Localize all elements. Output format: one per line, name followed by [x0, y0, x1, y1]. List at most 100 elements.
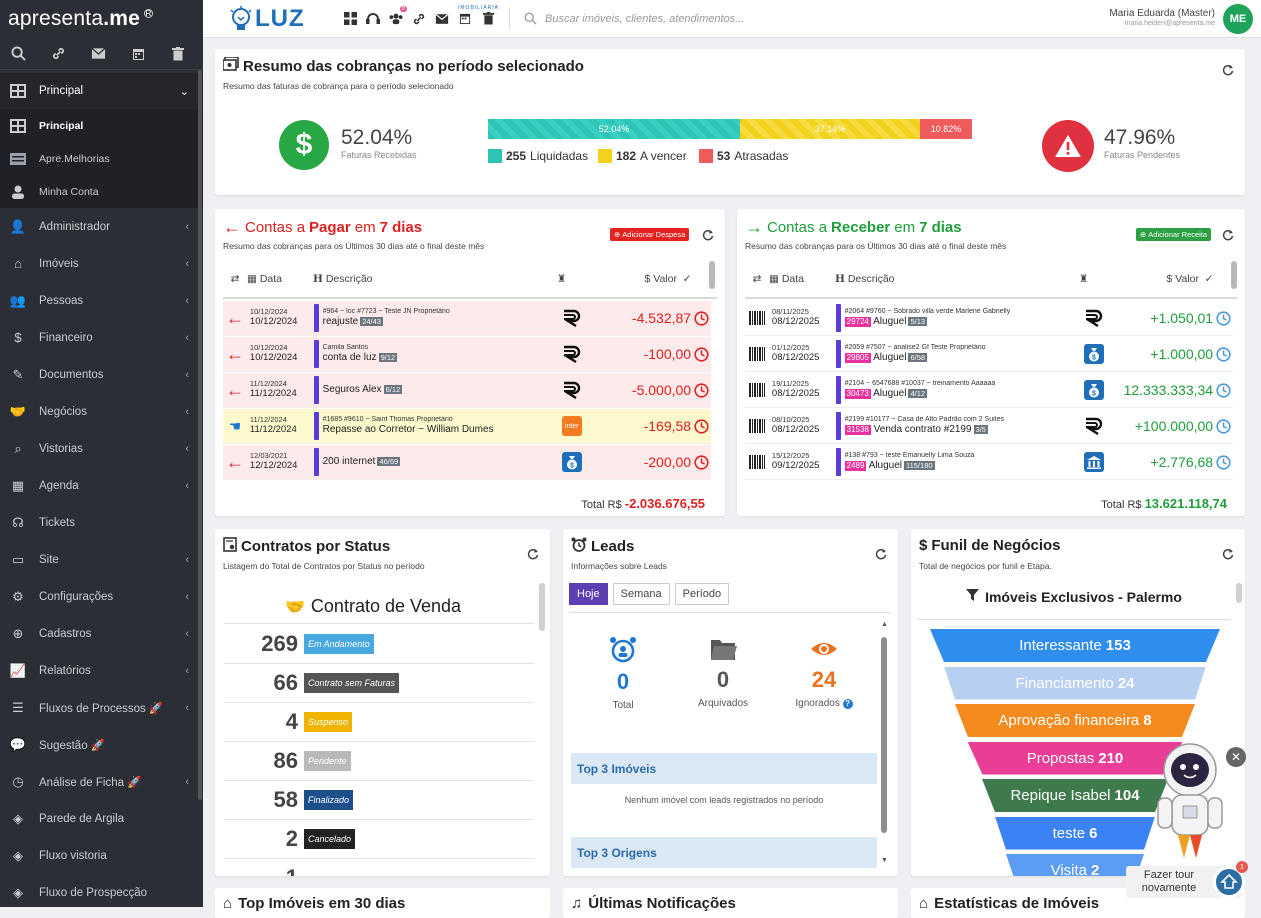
clock-icon[interactable] [1213, 418, 1233, 434]
search-icon[interactable] [8, 46, 28, 61]
apresenta-logo[interactable]: apresenta .me R [0, 0, 203, 38]
invoice-tag[interactable]: 31538 [844, 425, 871, 435]
invoice-tag[interactable]: 29724 [844, 317, 871, 327]
tab-hoje[interactable]: Hoje [569, 583, 608, 605]
sidebar-item-cadastros[interactable]: ⊕ Cadastros ‹ [0, 615, 203, 652]
contract-status-row[interactable]: 1 [224, 859, 534, 876]
grid-icon[interactable] [343, 12, 357, 25]
col-descricao[interactable]: H Descrição [835, 273, 895, 285]
invoice-tag[interactable]: 2489 [844, 461, 867, 471]
headset-icon[interactable] [366, 12, 380, 25]
contract-status-row[interactable]: 58 Finalizado [224, 781, 534, 820]
link-icon[interactable] [48, 46, 68, 61]
mail-icon[interactable] [88, 47, 108, 60]
sidebar-scrollbar[interactable] [198, 70, 202, 800]
funnel-stage[interactable]: Interessante 153 [930, 629, 1220, 662]
sidebar-item-financeiro[interactable]: $ Financeiro ‹ [0, 319, 203, 356]
funnel-stage[interactable]: Aprovação financeira 8 [955, 704, 1195, 737]
calendar-icon[interactable] [458, 12, 472, 25]
clock-icon[interactable] [691, 310, 711, 326]
sidebar-item-fluxo-de-prospec-o[interactable]: ◈ Fluxo de Prospecção [0, 874, 203, 907]
sidebar-item-vistorias[interactable]: ⌕ Vistorias ‹ [0, 430, 203, 467]
contract-status-row[interactable]: 4 Suspenso [224, 703, 534, 742]
funnel-stage[interactable]: Propostas 210 [968, 742, 1183, 775]
sidebar-item-fluxo-vistoria[interactable]: ◈ Fluxo vistoria [0, 837, 203, 874]
table-row[interactable]: 08/11/2025 08/12/2025 #2064 #9760 ~ Sobrad… [745, 301, 1233, 336]
sidebar-group-principal[interactable]: Principal ⌄ [0, 73, 203, 109]
company-logo[interactable]: IMOBILIÁRIA LUZ [227, 5, 498, 33]
sidebar-item-relat-rios[interactable]: 📈 Relatórios ‹ [0, 652, 203, 689]
close-tour-button[interactable]: ✕ [1226, 747, 1246, 767]
table-row[interactable]: 01/12/2025 08/12/2025 #2059 #7507 ~ analis… [745, 337, 1233, 372]
table-row[interactable]: ← 10/12/2024 10/12/2024 Camila Santos conta … [223, 337, 711, 372]
clock-icon[interactable] [691, 346, 711, 362]
clock-icon[interactable] [691, 454, 711, 470]
funnel-stage[interactable]: Repique Isabel 104 [982, 779, 1168, 812]
table-row[interactable]: ← 12/03/2021 12/12/2024 200 internet 46/69 $ -… [223, 445, 711, 480]
leads-scrollbar[interactable]: ▲ ▼ [881, 621, 888, 864]
invoice-tag[interactable]: 29805 [844, 353, 871, 363]
sidebar-item-site[interactable]: ▭ Site ‹ [0, 541, 203, 578]
clock-icon[interactable] [1213, 382, 1233, 398]
link-icon[interactable] [412, 12, 426, 26]
refresh-icon[interactable] [875, 547, 887, 565]
contract-status-row[interactable]: 66 Contrato sem Faturas [224, 664, 534, 703]
invoice-tag[interactable]: 30473 [844, 389, 871, 399]
sidebar-item-im-veis[interactable]: ⌂ Imóveis ‹ [0, 245, 203, 282]
avatar[interactable]: ME [1223, 3, 1253, 34]
funnel-stage[interactable]: teste 6 [995, 817, 1155, 850]
calendar-icon[interactable] [128, 47, 148, 61]
refresh-icon[interactable] [702, 228, 714, 246]
trash-icon[interactable] [481, 12, 495, 25]
global-search[interactable]: Buscar imóveis, clientes, atendimentos..… [524, 12, 1044, 25]
add-receita-button[interactable]: ⊕ Adicionar Receita [1136, 228, 1212, 241]
col-data[interactable]: ▦ Data [769, 273, 805, 285]
sidebar-item-neg-cios[interactable]: 🤝 Negócios ‹ [0, 393, 203, 430]
astronaut-mascot[interactable] [1152, 740, 1228, 870]
clock-icon[interactable] [1213, 310, 1233, 326]
sidebar-item-documentos[interactable]: ✎ Documentos ‹ [0, 356, 203, 393]
col-valor[interactable]: $ Valor [644, 273, 678, 285]
col-valor[interactable]: $ Valor [1166, 273, 1200, 285]
funil-scrollbar[interactable] [1236, 583, 1242, 603]
pagar-scrollbar[interactable] [709, 261, 715, 289]
sidebar-item-administrador[interactable]: 👤 Administrador ‹ [0, 208, 203, 245]
sidebar-item-fluxos-de-processos[interactable]: ☰ Fluxos de Processos 🚀 ‹ [0, 689, 203, 726]
team-icon[interactable]: 8 [389, 6, 407, 25]
add-despesa-button[interactable]: ⊕ Adicionar Despesa [610, 228, 690, 241]
refresh-icon[interactable] [1222, 63, 1234, 81]
user-info[interactable]: Maria Eduarda (Master) maria.heideri@apr… [1109, 8, 1215, 28]
table-row[interactable]: ← 10/12/2024 10/12/2024 #964 ~ loc #7723 ~ … [223, 301, 711, 336]
clock-icon[interactable] [1213, 346, 1233, 362]
sidebar-item-agenda[interactable]: ▦ Agenda ‹ [0, 467, 203, 504]
contract-status-row[interactable]: 269 Em Andamento [224, 625, 534, 664]
mail-icon[interactable] [435, 13, 449, 25]
table-row[interactable]: 08/10/2025 08/12/2025 #2199 #10177 ~ Casa … [745, 409, 1233, 444]
col-descricao[interactable]: H Descrição [313, 273, 373, 285]
help-icon[interactable]: ? [842, 699, 853, 709]
funnel-stage[interactable]: Financiamento 24 [944, 667, 1206, 700]
sidebar-item-an-lise-de-ficha[interactable]: ◷ Análise de Ficha 🚀 ‹ [0, 763, 203, 800]
contract-status-row[interactable]: 86 Pendente [224, 742, 534, 781]
clock-icon[interactable] [691, 418, 711, 434]
search-input[interactable]: Buscar imóveis, clientes, atendimentos..… [545, 12, 745, 25]
sidebar-item-configura-es[interactable]: ⚙ Configurações ‹ [0, 578, 203, 615]
sidebar-item-tickets[interactable]: ☊ Tickets [0, 504, 203, 541]
table-row[interactable]: 15/12/2025 09/12/2025 #138 #793 ~ teste Em… [745, 445, 1233, 480]
refresh-icon[interactable] [527, 547, 539, 565]
sidebar-item-pessoas[interactable]: 👥 Pessoas ‹ [0, 282, 203, 319]
table-row[interactable]: 19/11/2025 08/12/2025 #2104 ~ 6547688 #100… [745, 373, 1233, 408]
table-row[interactable]: ← 11/12/2024 11/12/2024 Seguros Alex 6/12 -5.… [223, 373, 711, 408]
contract-status-row[interactable]: 2 Cancelado [224, 820, 534, 859]
table-row[interactable]: ☚ 11/12/2024 11/12/2024 #1685 #9610 ~ Saint… [223, 409, 711, 444]
sidebar-item-minha-conta[interactable]: Minha Conta [0, 175, 203, 208]
clock-icon[interactable] [691, 382, 711, 398]
sidebar-item-principal[interactable]: Principal [0, 109, 203, 142]
sidebar-item-apre-melhorias[interactable]: Apre.Melhorias [0, 142, 203, 175]
contratos-scrollbar[interactable] [539, 583, 545, 631]
trash-icon[interactable] [168, 46, 188, 61]
clock-icon[interactable] [1213, 454, 1233, 470]
refresh-icon[interactable] [1222, 228, 1234, 246]
receber-scrollbar[interactable] [1231, 261, 1237, 289]
tab-semana[interactable]: Semana [612, 583, 670, 605]
